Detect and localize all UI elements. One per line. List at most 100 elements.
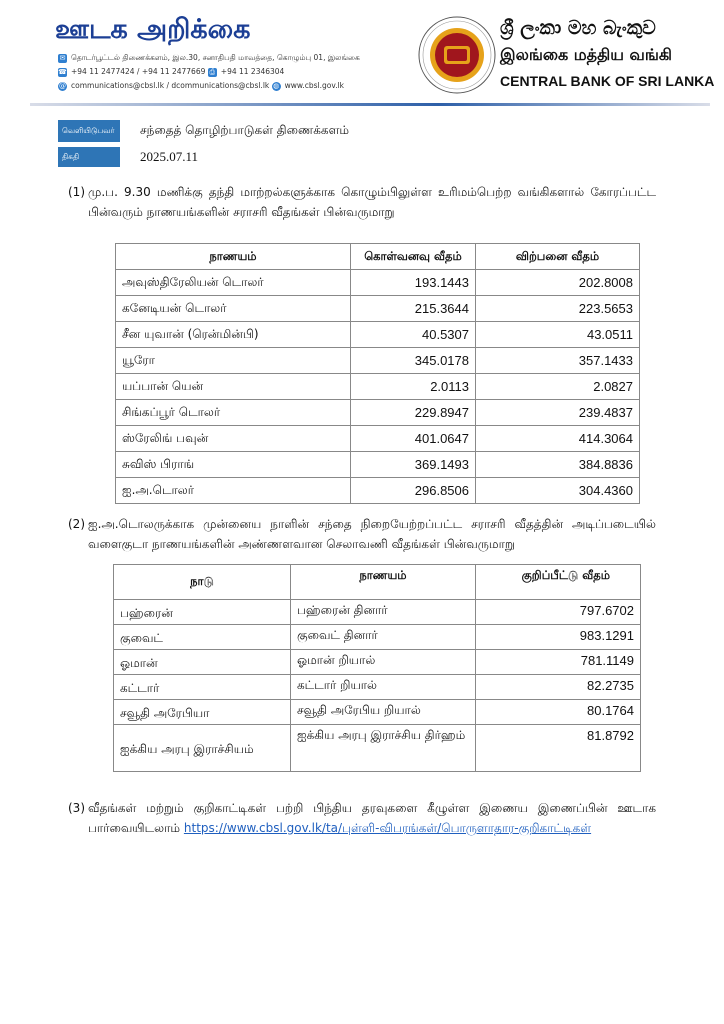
exchange-rates-table: நாணயம் கொள்வனவு வீதம் விற்பனை வீதம் அவுஸ…	[115, 243, 640, 504]
table-cell: கட்டார் றியால்	[290, 674, 476, 700]
header-currency: நாணயம்	[115, 243, 351, 270]
table-cell: சுவிஸ் பிராங்	[115, 451, 351, 478]
table-row: அவுஸ்திரேலியன் டொலர் 193.1443 202.8008	[115, 269, 640, 296]
table-cell: 296.8506	[350, 477, 476, 504]
header-divider	[30, 103, 710, 106]
gulf-rates-table: நாடு நாணயம் குறிப்பீட்டு வீதம் பஹ்ரைன் பஹ…	[113, 564, 641, 772]
globe-icon: ◍	[271, 81, 281, 91]
section-body: மு.ப. 9.30 மணிக்கு தந்தி மாற்றல்களுக்காக…	[88, 185, 656, 219]
publisher-label: வெளியிடுபவர்	[58, 120, 120, 142]
table-cell: 40.5307	[350, 321, 476, 348]
section-number: (1)	[68, 185, 85, 199]
table-cell: சவூதி அரேபியா	[113, 699, 291, 725]
table-cell: 229.8947	[350, 399, 476, 426]
table-cell: ஓமான்	[113, 649, 291, 675]
table-cell: கட்டார்	[113, 674, 291, 700]
table-cell: யப்பான் யென்	[115, 373, 351, 400]
table-row: சிங்கப்பூர் டொலர் 229.8947 239.4837	[115, 399, 640, 426]
table-cell: 781.1149	[475, 649, 641, 675]
header-currency: நாணயம்	[290, 564, 476, 600]
date-value: 2025.07.11	[140, 149, 199, 164]
cbsl-seal-logo	[418, 16, 496, 94]
table-cell: 239.4837	[475, 399, 640, 426]
phone-line: ☎ +94 11 2477424 / +94 11 2477669 ⎙ +94 11…	[58, 67, 284, 77]
table-cell: பஹ்ரைன்	[113, 599, 291, 625]
cbsl-indicators-link[interactable]: https://www.cbsl.gov.lk/ta/புள்ளி-விபரங்…	[183, 821, 592, 835]
table-cell: சவூதி அரேபிய றியால்	[290, 699, 476, 725]
table-row: பஹ்ரைன் பஹ்ரைன் தினார் 797.6702	[113, 599, 641, 625]
table-row: சுவிஸ் பிராங் 369.1493 384.8836	[115, 451, 640, 478]
table-cell: 369.1493	[350, 451, 476, 478]
table-cell: 401.0647	[350, 425, 476, 452]
table-cell: 43.0511	[475, 321, 640, 348]
table-cell: 414.3064	[475, 425, 640, 452]
table-header-row: நாணயம் கொள்வனவு வீதம் விற்பனை வீதம்	[115, 243, 640, 270]
table-cell: 2.0827	[475, 373, 640, 400]
section-body: ஐ.அ.டொலருக்காக முன்னைய நாளின் சந்தை நிறை…	[88, 517, 656, 551]
table-cell: அவுஸ்திரேலியன் டொலர்	[115, 269, 351, 296]
fax-icon: ⎙	[207, 67, 217, 77]
table-row: சவூதி அரேபியா சவூதி அரேபிய றியால் 80.1764	[113, 699, 641, 725]
table-cell: பஹ்ரைன் தினார்	[290, 599, 476, 625]
address-text: தொடர்பூட்டல் திணைக்களம், இல.30, சனாதிபதி…	[71, 53, 360, 62]
table-row: ஓமான் ஓமான் றியால் 781.1149	[113, 649, 641, 675]
bank-name-tamil: இலங்கை மத்திய வங்கி	[500, 45, 672, 64]
table-cell: ஸ்ரேலிங் பவுன்	[115, 425, 351, 452]
table-row: ஸ்ரேலிங் பவுன் 401.0647 414.3064	[115, 425, 640, 452]
bank-name-english: CENTRAL BANK OF SRI LANKA	[500, 73, 715, 89]
section-number: (2)	[68, 517, 85, 531]
fax-text: +94 11 2346304	[220, 67, 285, 76]
mail-icon: ✉	[58, 53, 67, 63]
email-text: communications@cbsl.lk / dcommunications…	[71, 81, 270, 90]
table-cell: 215.3644	[350, 295, 476, 322]
header-buying-rate: கொள்வனவு வீதம்	[350, 243, 476, 270]
table-row: ஐ.அ.டொலர் 296.8506 304.4360	[115, 477, 640, 504]
table-cell: 80.1764	[475, 699, 641, 725]
table-cell: ஐக்கிய அரபு இராச்சிய திர்ஹம்	[290, 724, 476, 772]
table-cell: சீன யுவான் (ரென்மின்பி)	[115, 321, 351, 348]
section-3-text: (3) வீதங்கள் மற்றும் குறிகாட்டிகள் பற்றி…	[68, 798, 656, 838]
table-cell: 384.8836	[475, 451, 640, 478]
bank-name-sinhala: ශ්‍රී ලංකා මහ බැංකුව	[500, 17, 656, 39]
at-icon: @	[58, 81, 67, 91]
table-cell: யூரோ	[115, 347, 351, 374]
table-cell: 202.8008	[475, 269, 640, 296]
table-cell: 983.1291	[475, 624, 641, 650]
table-row: யப்பான் யென் 2.0113 2.0827	[115, 373, 640, 400]
table-row: கட்டார் கட்டார் றியால் 82.2735	[113, 674, 641, 700]
table-cell: ஓமான் றியால்	[290, 649, 476, 675]
section-body: வீதங்கள் மற்றும் குறிகாட்டிகள் பற்றி பிந…	[88, 801, 656, 835]
publisher-value: சந்தைத் தொழிற்பாடுகள் திணைக்களம்	[140, 123, 350, 137]
section-number: (3)	[68, 801, 85, 815]
email-line: @ communications@cbsl.lk / dcommunication…	[58, 81, 344, 91]
table-cell: 82.2735	[475, 674, 641, 700]
table-cell: கனேடியன் டொலர்	[115, 295, 351, 322]
table-cell: ஐக்கிய அரபு இராச்சியம்	[113, 724, 291, 772]
address-line: ✉ தொடர்பூட்டல் திணைக்களம், இல.30, சனாதிபத…	[58, 53, 360, 63]
table-cell: குவைட்	[113, 624, 291, 650]
section-2-text: (2) ஐ.அ.டொலருக்காக முன்னைய நாளின் சந்தை …	[68, 514, 656, 554]
table-row: சீன யுவான் (ரென்மின்பி) 40.5307 43.0511	[115, 321, 640, 348]
table-cell: 223.5653	[475, 295, 640, 322]
header-indicative-rate: குறிப்பீட்டு வீதம்	[475, 564, 641, 600]
table-row: யூரோ 345.0178 357.1433	[115, 347, 640, 374]
table-cell: ஐ.அ.டொலர்	[115, 477, 351, 504]
table-cell: 193.1443	[350, 269, 476, 296]
header-country: நாடு	[113, 564, 291, 600]
website-text: www.cbsl.gov.lk	[284, 81, 345, 90]
table-row: கனேடியன் டொலர் 215.3644 223.5653	[115, 295, 640, 322]
table-header-row: நாடு நாணயம் குறிப்பீட்டு வீதம்	[113, 564, 641, 600]
table-cell: 797.6702	[475, 599, 641, 625]
table-cell: 2.0113	[350, 373, 476, 400]
table-row: ஐக்கிய அரபு இராச்சியம் ஐக்கிய அரபு இராச்ச…	[113, 724, 641, 772]
table-cell: 357.1433	[475, 347, 640, 374]
phone-text: +94 11 2477424 / +94 11 2477669	[71, 67, 206, 76]
table-cell: குவைட் தினார்	[290, 624, 476, 650]
table-cell: 81.8792	[475, 724, 641, 772]
section-1-text: (1) மு.ப. 9.30 மணிக்கு தந்தி மாற்றல்களுக…	[68, 182, 656, 222]
header-selling-rate: விற்பனை வீதம்	[475, 243, 640, 270]
table-cell: சிங்கப்பூர் டொலர்	[115, 399, 351, 426]
phone-icon: ☎	[58, 67, 67, 77]
table-row: குவைட் குவைட் தினார் 983.1291	[113, 624, 641, 650]
